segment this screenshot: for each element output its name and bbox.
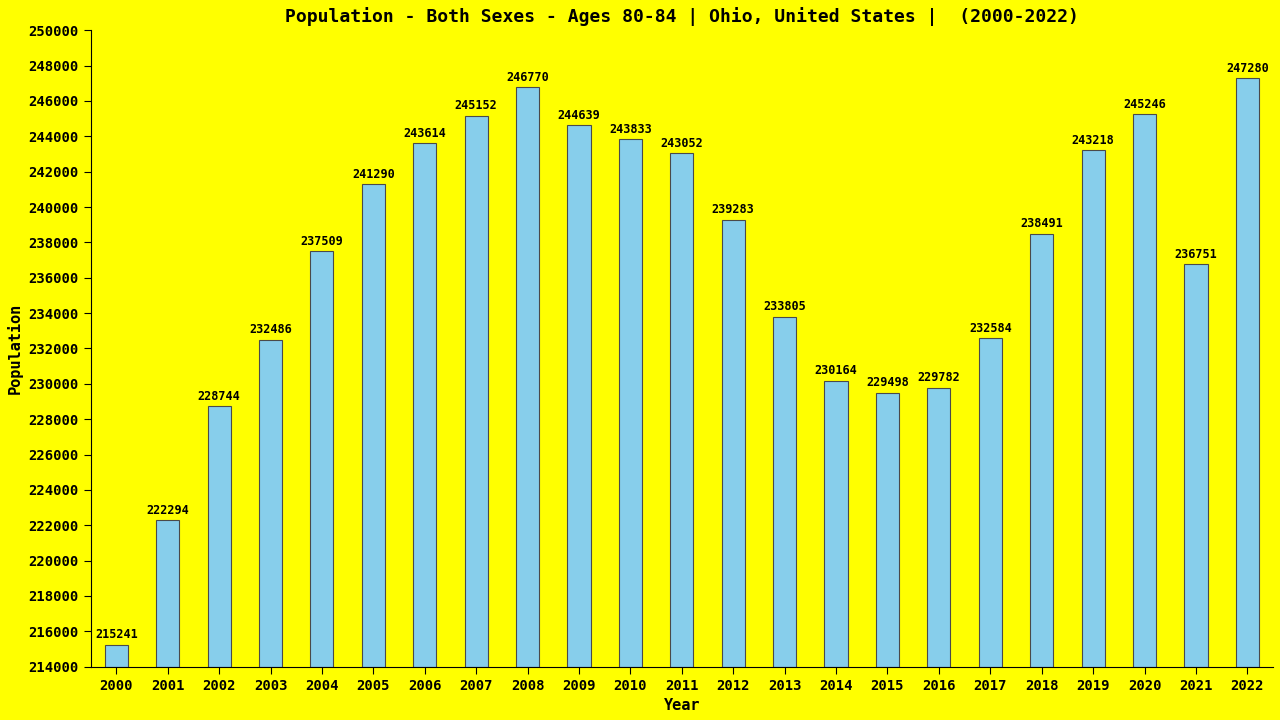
Text: 215241: 215241 xyxy=(95,629,138,642)
Text: 232584: 232584 xyxy=(969,322,1011,335)
Bar xyxy=(773,317,796,667)
Bar xyxy=(105,644,128,667)
Text: 229498: 229498 xyxy=(867,376,909,390)
Text: 243052: 243052 xyxy=(660,137,703,150)
Bar xyxy=(722,220,745,667)
Bar xyxy=(259,340,282,667)
Text: 228744: 228744 xyxy=(197,390,241,402)
Text: 230164: 230164 xyxy=(814,364,858,377)
Text: 229782: 229782 xyxy=(918,371,960,384)
Text: 243614: 243614 xyxy=(403,127,447,140)
Text: 222294: 222294 xyxy=(146,503,189,516)
Text: 243218: 243218 xyxy=(1071,134,1115,147)
Text: 239283: 239283 xyxy=(712,203,755,216)
Text: 245246: 245246 xyxy=(1123,98,1166,111)
Bar xyxy=(1235,78,1260,667)
Text: 233805: 233805 xyxy=(763,300,806,313)
Bar xyxy=(1133,114,1156,667)
Bar xyxy=(618,139,643,667)
Bar xyxy=(207,406,230,667)
Text: 245152: 245152 xyxy=(454,99,498,112)
Bar xyxy=(516,87,539,667)
Bar xyxy=(310,251,334,667)
Bar xyxy=(567,125,590,667)
Text: 237509: 237509 xyxy=(301,235,343,248)
Text: 246770: 246770 xyxy=(506,71,549,84)
Bar xyxy=(824,381,847,667)
Bar xyxy=(671,153,694,667)
Bar xyxy=(927,387,951,667)
Text: 247280: 247280 xyxy=(1226,62,1268,75)
Bar xyxy=(1082,150,1105,667)
Text: 243833: 243833 xyxy=(609,122,652,136)
Text: 241290: 241290 xyxy=(352,168,394,181)
Y-axis label: Population: Population xyxy=(6,303,23,394)
Bar xyxy=(1030,234,1053,667)
Title: Population - Both Sexes - Ages 80-84 | Ohio, United States |  (2000-2022): Population - Both Sexes - Ages 80-84 | O… xyxy=(285,7,1079,26)
Bar xyxy=(465,116,488,667)
Bar xyxy=(979,338,1002,667)
Text: 244639: 244639 xyxy=(558,109,600,122)
Text: 232486: 232486 xyxy=(250,323,292,336)
Bar xyxy=(156,520,179,667)
Text: 236751: 236751 xyxy=(1175,248,1217,261)
Bar xyxy=(413,143,436,667)
Text: 238491: 238491 xyxy=(1020,217,1064,230)
Bar xyxy=(362,184,385,667)
X-axis label: Year: Year xyxy=(663,698,700,713)
Bar xyxy=(876,392,899,667)
Bar xyxy=(1184,264,1207,667)
